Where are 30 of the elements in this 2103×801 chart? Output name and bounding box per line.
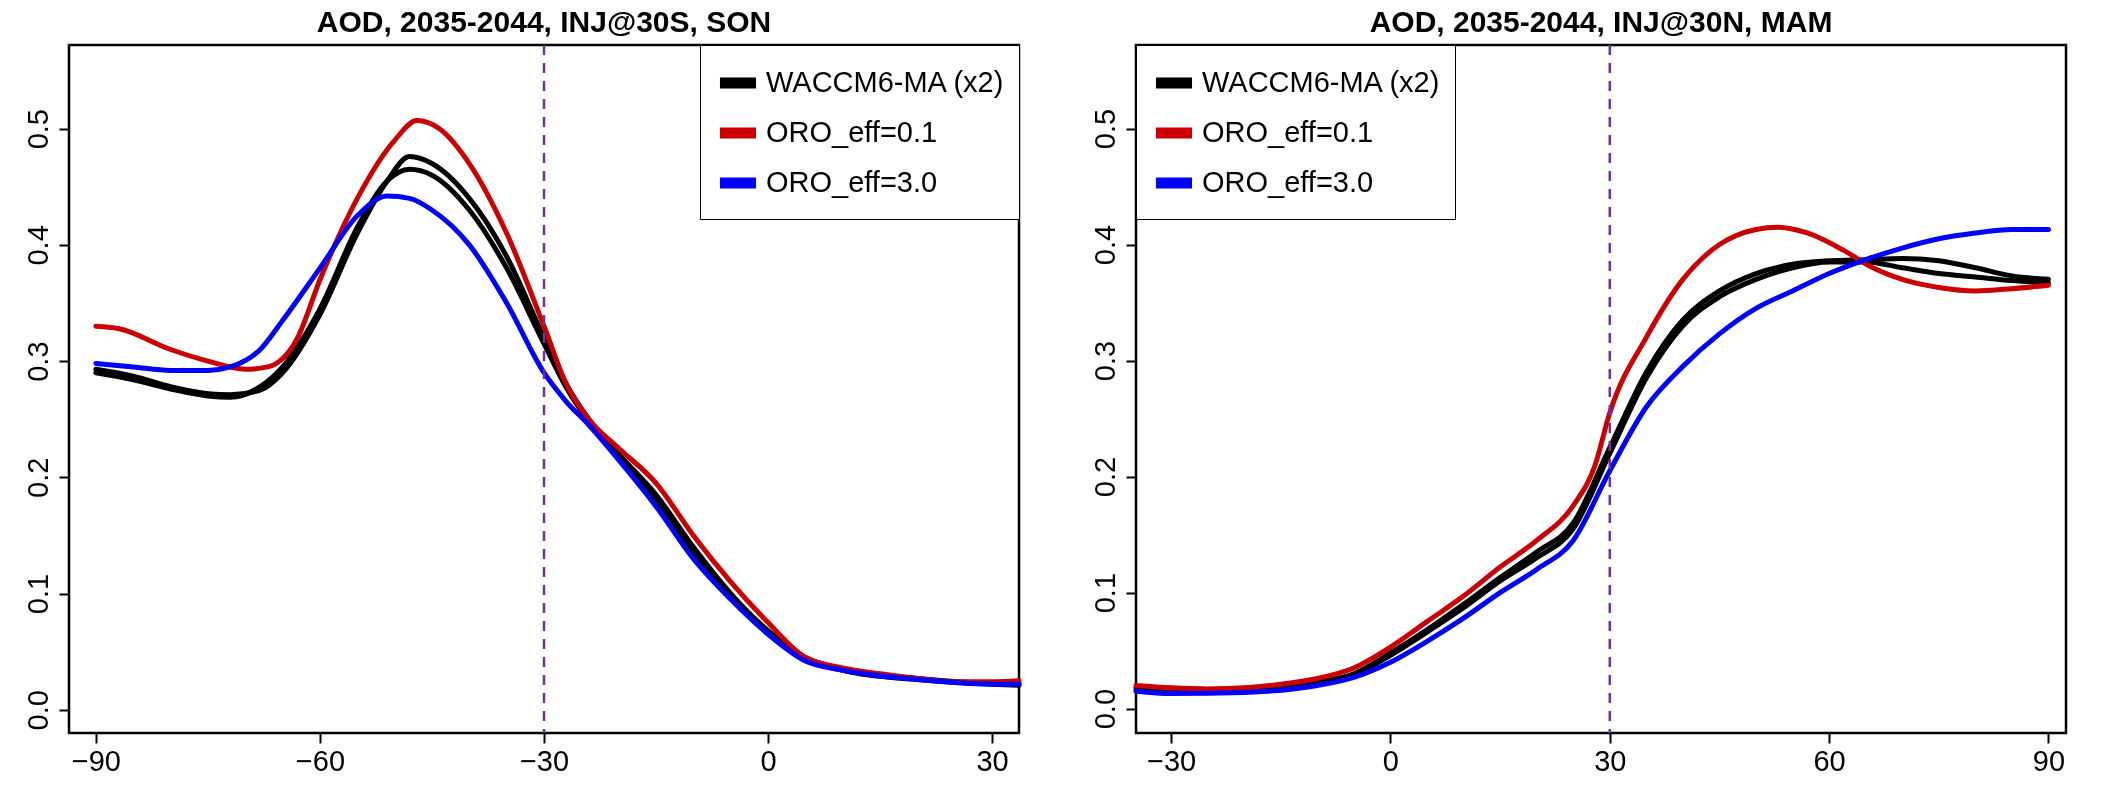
y-tick-label: 0.3 [1088,340,1121,382]
x-tick-label: 90 [2032,744,2066,777]
y-tick-label: 0.0 [21,690,54,731]
x-tick-label: 60 [1813,744,1846,777]
x-tick-label: −30 [519,744,570,777]
y-tick-label: 0.0 [1088,688,1121,730]
y-tick-label: 0.2 [21,457,54,498]
legend-label: ORO_eff=3.0 [1202,166,1374,198]
y-tick-label: 0.1 [1088,572,1121,614]
x-tick-label: −90 [71,744,121,777]
legend-label: ORO_eff=0.1 [766,116,938,148]
y-tick-label: 0.1 [21,573,54,615]
y-tick-label: 0.5 [21,109,54,150]
x-tick-label: 0 [1382,744,1399,777]
y-tick-label: 0.4 [1088,224,1121,266]
x-tick-label: 30 [976,744,1009,777]
chart-title: AOD, 2035-2044, INJ@30N, MAM [1369,4,1833,38]
legend-label: WACCM6-MA (x2) [766,66,1004,98]
x-tick-label: −60 [295,744,346,777]
legend-label: ORO_eff=3.0 [766,166,938,198]
x-tick-label: −30 [1146,744,1197,777]
legend-label: WACCM6-MA (x2) [1202,66,1440,98]
chart-title: AOD, 2035-2044, INJ@30S, SON [316,4,772,38]
y-tick-label: 0.4 [21,225,54,266]
y-tick-label: 0.2 [1088,456,1121,498]
legend-label: ORO_eff=0.1 [1202,116,1374,148]
x-tick-label: 0 [760,744,777,777]
y-tick-label: 0.3 [21,341,54,382]
x-tick-label: 30 [1594,744,1627,777]
y-tick-label: 0.5 [1088,108,1121,150]
